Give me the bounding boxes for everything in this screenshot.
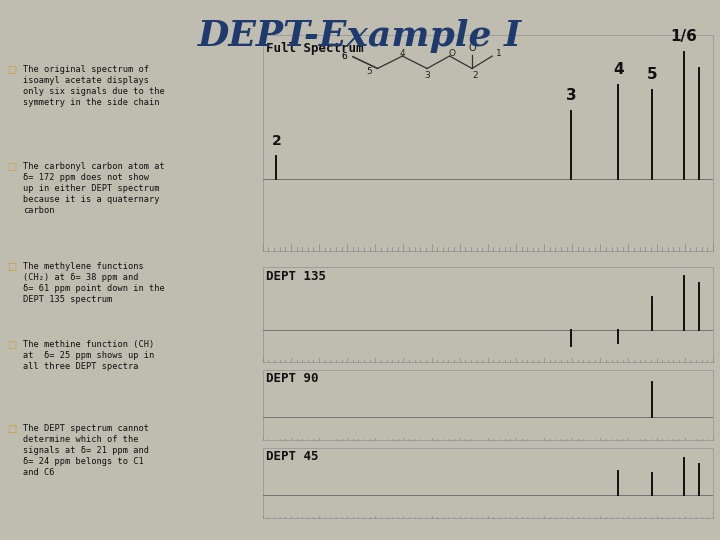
Text: O: O: [449, 49, 455, 58]
Bar: [263, 35, 713, 251]
Text: □: □: [7, 340, 17, 350]
Text: 1: 1: [496, 49, 502, 58]
Text: The carbonyl carbon atom at
δ= 172 ppm does not show
up in either DEPT spectrum
: The carbonyl carbon atom at δ= 172 ppm d…: [23, 162, 165, 215]
Text: 5: 5: [366, 66, 372, 76]
Text: 2: 2: [271, 134, 282, 147]
Text: □: □: [7, 65, 17, 75]
Text: 4: 4: [400, 49, 405, 58]
Text: 3: 3: [424, 71, 430, 79]
Text: 6: 6: [341, 52, 346, 61]
Text: 5: 5: [647, 67, 657, 82]
Text: 6: 6: [341, 51, 346, 60]
Text: The original spectrum of
isoamyl acetate displays
only six signals due to the
sy: The original spectrum of isoamyl acetate…: [23, 65, 165, 107]
Bar: [263, 448, 713, 518]
Text: The methine function (CH)
at  δ= 25 ppm shows up in
all three DEPT spectra: The methine function (CH) at δ= 25 ppm s…: [23, 340, 154, 372]
Bar: [263, 370, 713, 440]
Text: 4: 4: [613, 62, 624, 77]
Text: Full Spectrum: Full Spectrum: [266, 42, 364, 55]
Text: □: □: [7, 424, 17, 434]
Text: 3: 3: [566, 88, 577, 103]
Text: DEPT 45: DEPT 45: [266, 450, 319, 463]
Text: 2: 2: [473, 71, 479, 79]
Text: 1/6: 1/6: [670, 29, 697, 44]
Text: □: □: [7, 262, 17, 272]
Text: The methylene functions
(CH₂) at δ= 38 ppm and
δ= 61 ppm point down in the
DEPT : The methylene functions (CH₂) at δ= 38 p…: [23, 262, 165, 304]
Text: □: □: [7, 162, 17, 172]
Text: DEPT-Example I: DEPT-Example I: [198, 19, 522, 53]
Text: DEPT 90: DEPT 90: [266, 372, 319, 385]
Text: DEPT 135: DEPT 135: [266, 270, 326, 283]
Text: O: O: [468, 43, 476, 53]
Bar: [263, 267, 713, 362]
Text: The DEPT spectrum cannot
determine which of the
signals at δ= 21 ppm and
δ= 24 p: The DEPT spectrum cannot determine which…: [23, 424, 149, 477]
